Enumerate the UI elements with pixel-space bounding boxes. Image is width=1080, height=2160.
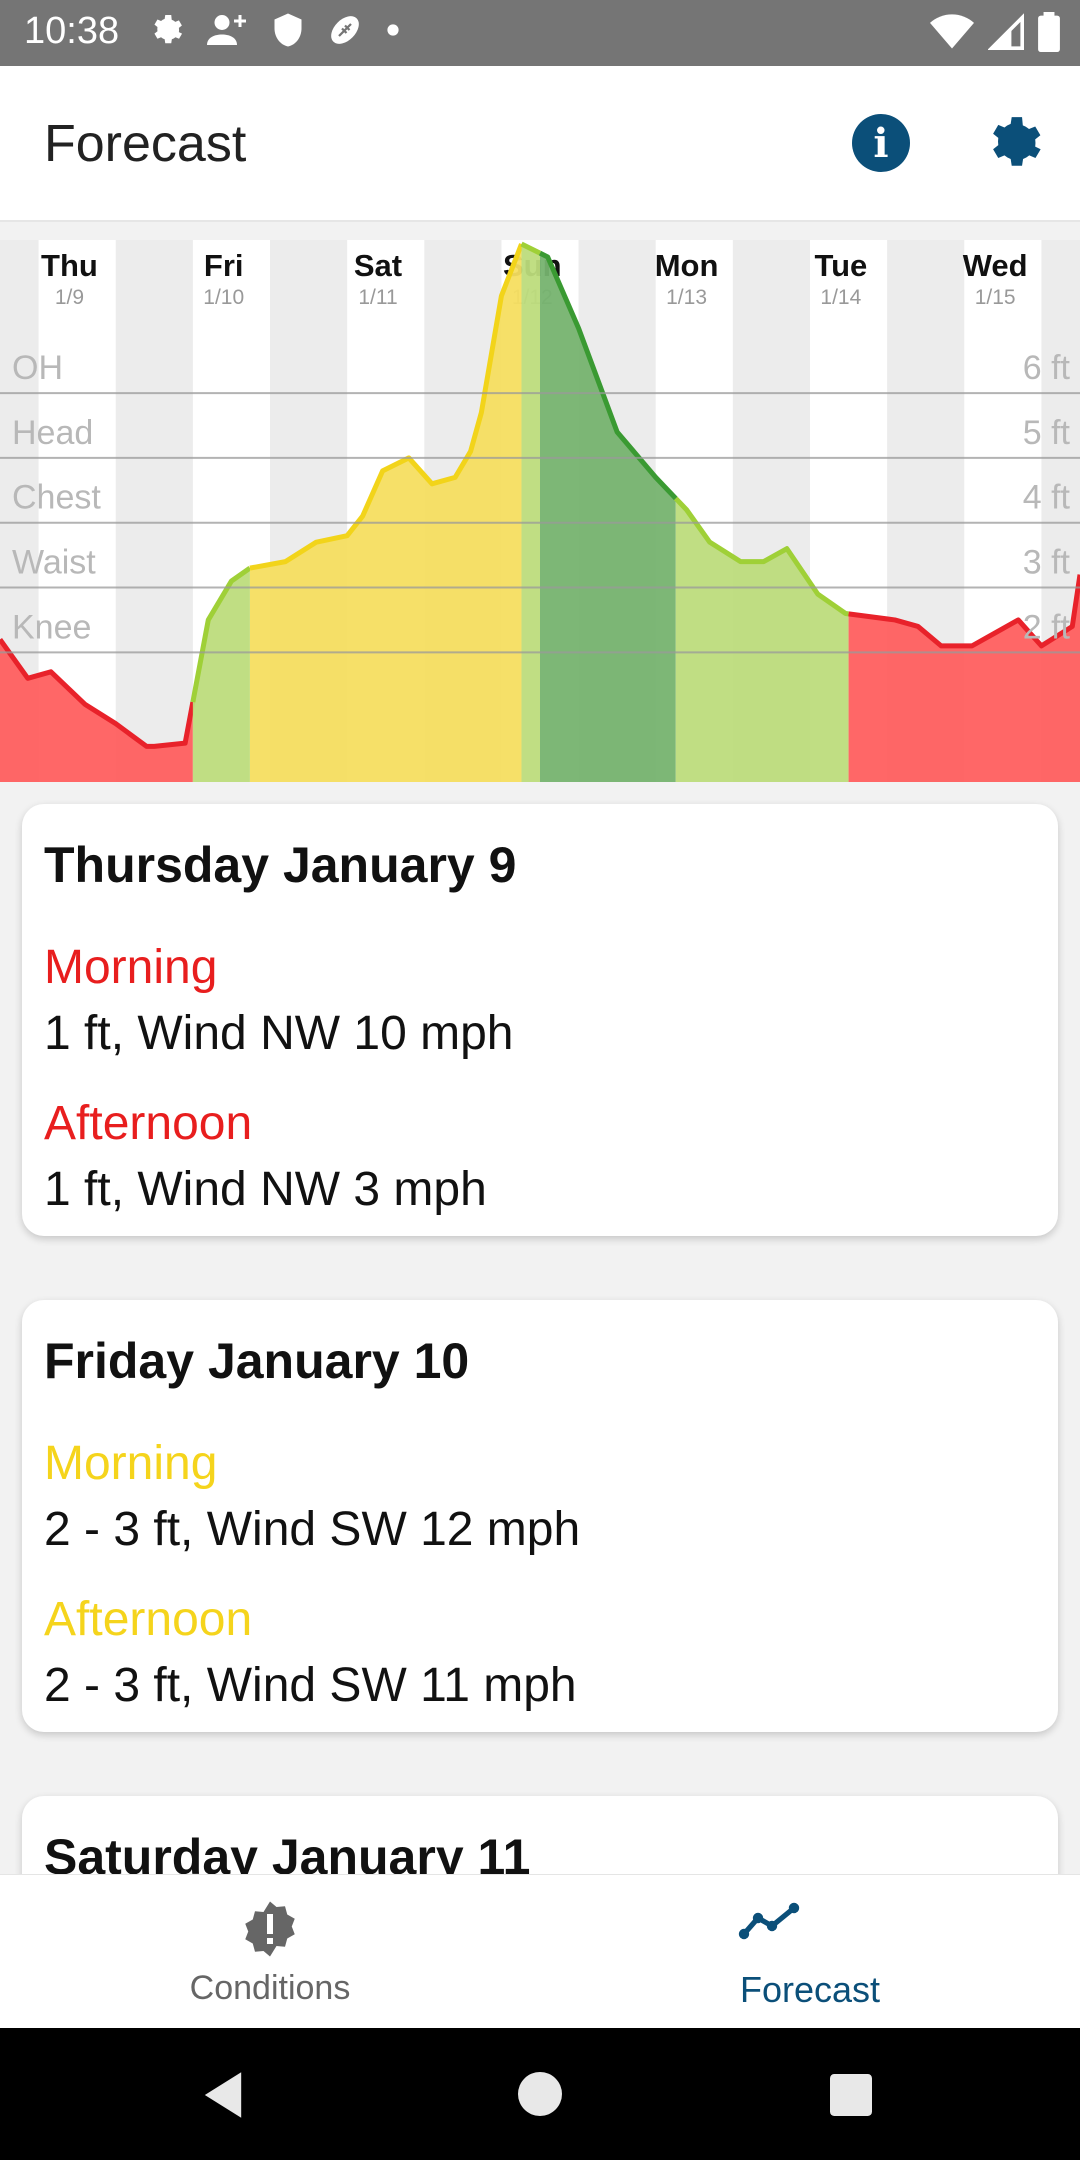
day-label: Tue <box>814 248 867 283</box>
forecast-line-fair <box>520 241 542 256</box>
card-title: Friday January 10 <box>44 1333 470 1389</box>
bottom-navigation: Conditions Forecast <box>0 1874 1080 2029</box>
height-label-left: OH <box>12 349 63 387</box>
night-band <box>115 240 193 782</box>
height-label-right: 6 ft <box>1023 349 1071 387</box>
shield-icon <box>274 13 302 47</box>
date-label: 1/11 <box>358 286 397 309</box>
signal-icon <box>988 13 1024 50</box>
forecast-area-fair <box>675 498 849 782</box>
info-icon: i <box>873 119 889 167</box>
period-label-morning: Morning <box>44 1437 218 1490</box>
status-bar: 10:38 <box>0 0 1080 66</box>
nav-item-conditions[interactable]: Conditions <box>0 1875 540 2029</box>
battery-icon <box>1038 12 1060 52</box>
height-label-left: Waist <box>12 544 96 582</box>
forecast-area-great <box>540 253 676 782</box>
forecast-card[interactable]: Friday January 10 Morning 2 - 3 ft, Wind… <box>22 1300 1058 1732</box>
person-add-icon <box>207 15 246 45</box>
date-label: 1/15 <box>975 286 1016 309</box>
date-label: 1/9 <box>55 286 84 309</box>
status-time: 10:38 <box>24 10 120 52</box>
dot-icon <box>387 24 399 36</box>
day-label: Thu <box>41 248 98 283</box>
forecast-area-fair <box>192 568 250 782</box>
period-detail-afternoon: 2 - 3 ft, Wind SW 11 mph <box>44 1659 577 1712</box>
forecast-card[interactable]: Saturday January 11 <box>22 1796 1058 1874</box>
forecast-chart-svg: Thu1/9Fri1/10Sat1/11Sun1/12Mon1/13Tue1/1… <box>0 240 1080 782</box>
page-title: Forecast <box>44 115 247 173</box>
day-label: Mon <box>655 248 719 283</box>
height-label-right: 5 ft <box>1023 414 1071 452</box>
date-label: 1/14 <box>820 286 861 309</box>
height-label-right: 3 ft <box>1023 544 1071 582</box>
nav-label-forecast: Forecast <box>739 1969 881 2010</box>
info-button[interactable]: i <box>852 114 910 172</box>
settings-button[interactable] <box>982 112 1044 174</box>
forecast-chart[interactable]: Thu1/9Fri1/10Sat1/11Sun1/12Mon1/13Tue1/1… <box>0 240 1080 782</box>
forecast-line-poor <box>848 574 1080 649</box>
height-label-right: 4 ft <box>1023 479 1071 517</box>
period-label-morning: Morning <box>44 941 218 994</box>
height-label-left: Head <box>12 414 93 452</box>
forecast-line-fair <box>190 566 252 703</box>
gear-icon <box>993 117 1041 166</box>
forecast-list[interactable]: Thursday January 9 Morning 1 ft, Wind NW… <box>0 782 1080 1874</box>
alert-badge-icon <box>245 1901 295 1957</box>
card-title: Saturday January 11 <box>44 1829 531 1874</box>
forecast-line-fair <box>673 496 849 617</box>
day-label: Wed <box>963 248 1028 283</box>
forecast-card[interactable]: Thursday January 9 Morning 1 ft, Wind NW… <box>22 804 1058 1236</box>
nav-item-forecast[interactable]: Forecast <box>540 1875 1080 2029</box>
nav-label-conditions: Conditions <box>189 1969 351 2007</box>
forecast-area-good <box>249 244 522 782</box>
wifi-icon <box>930 14 974 49</box>
back-icon[interactable] <box>200 2070 246 2120</box>
period-label-afternoon: Afternoon <box>44 1593 253 1646</box>
date-label: 1/10 <box>203 286 244 309</box>
status-system-icons <box>930 12 1060 52</box>
recents-icon[interactable] <box>830 2074 872 2116</box>
day-label: Sat <box>354 248 402 283</box>
day-label: Fri <box>204 248 244 283</box>
period-detail-afternoon: 1 ft, Wind NW 3 mph <box>44 1163 487 1216</box>
height-label-left: Chest <box>12 479 101 517</box>
forecast-area-fair <box>521 244 540 782</box>
forecast-line-poor <box>0 637 196 749</box>
card-title: Thursday January 9 <box>44 837 517 893</box>
period-detail-morning: 1 ft, Wind NW 10 mph <box>44 1007 514 1060</box>
home-icon[interactable] <box>518 2072 562 2116</box>
forecast-line-great <box>538 250 678 501</box>
height-label-right: 2 ft <box>1023 608 1071 646</box>
trend-line-icon <box>738 1902 800 1940</box>
period-detail-morning: 2 - 3 ft, Wind SW 12 mph <box>44 1503 581 1556</box>
system-navigation-bar <box>0 2028 1080 2160</box>
status-notification-icons <box>148 12 400 48</box>
period-label-afternoon: Afternoon <box>44 1097 253 1150</box>
gear-icon <box>154 15 183 44</box>
app-bar: Forecast i <box>0 66 1080 222</box>
date-label: 1/13 <box>666 286 707 309</box>
height-label-left: Knee <box>12 608 91 646</box>
football-icon <box>331 16 359 44</box>
